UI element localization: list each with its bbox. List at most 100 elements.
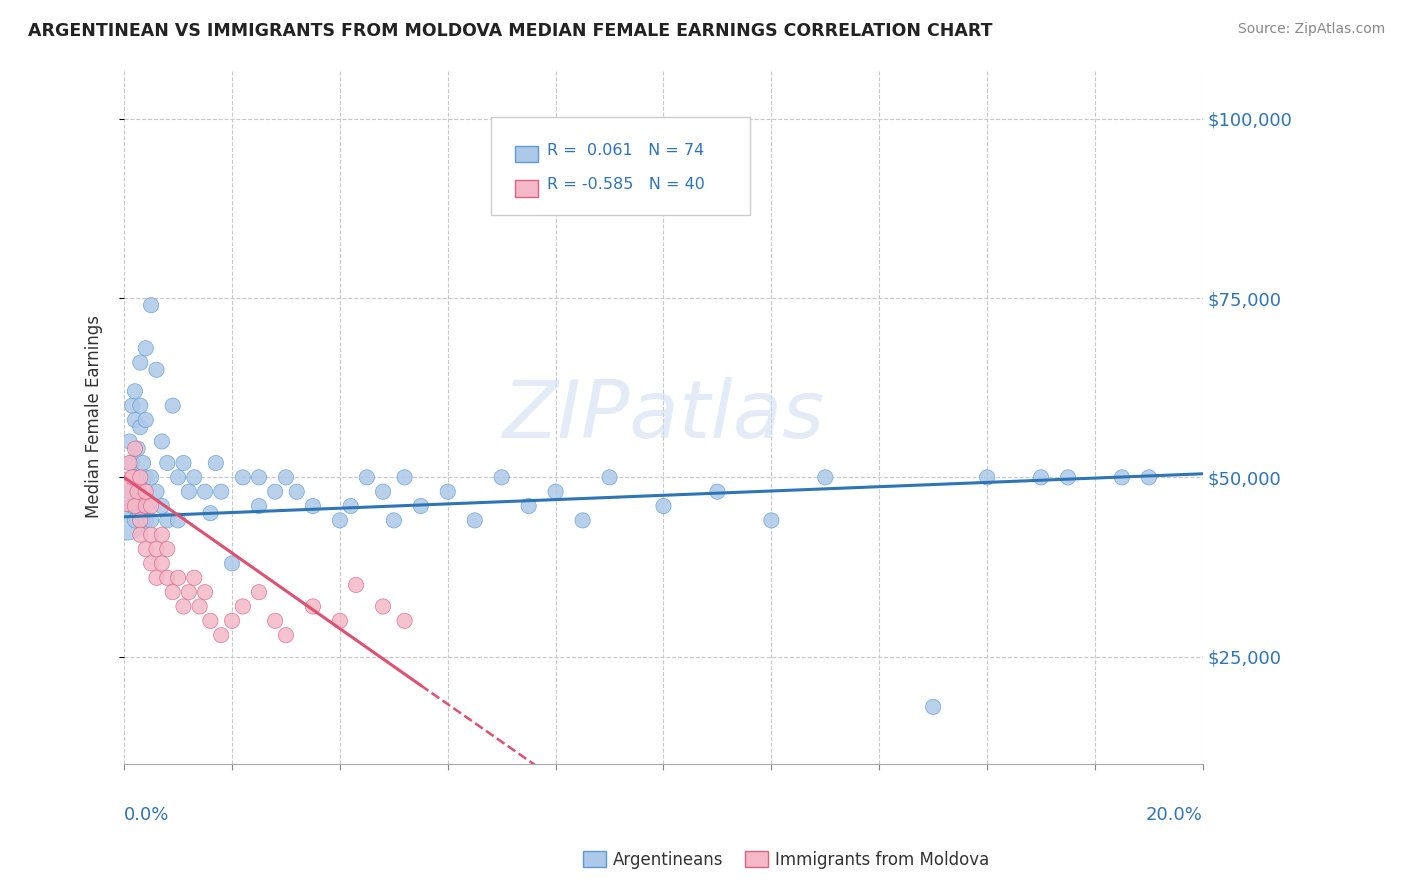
Point [118, 434, 141, 449]
Point [139, 470, 162, 484]
Text: R = -0.585   N = 40: R = -0.585 N = 40 [547, 178, 704, 193]
Point [172, 599, 194, 614]
Point [124, 413, 146, 427]
Point [150, 499, 173, 513]
Point [156, 513, 179, 527]
Point [124, 470, 146, 484]
Point [221, 614, 243, 628]
FancyBboxPatch shape [515, 180, 538, 197]
Point [922, 699, 945, 714]
Text: ZIPatlas: ZIPatlas [502, 377, 824, 456]
Point [121, 399, 143, 413]
Point [205, 456, 228, 470]
Point [139, 513, 162, 527]
Point [232, 599, 254, 614]
Point [115, 484, 138, 499]
Point [200, 506, 222, 520]
Point [329, 614, 352, 628]
Point [129, 399, 152, 413]
Point [339, 499, 361, 513]
Point [139, 527, 162, 541]
Point [274, 470, 297, 484]
Text: Immigrants from Moldova: Immigrants from Moldova [775, 851, 988, 869]
Point [194, 484, 217, 499]
Point [1029, 470, 1052, 484]
Point [124, 384, 146, 399]
Text: Source: ZipAtlas.com: Source: ZipAtlas.com [1237, 22, 1385, 37]
Point [976, 470, 998, 484]
Point [127, 442, 149, 456]
Point [302, 499, 325, 513]
Point [344, 578, 367, 592]
Point [371, 484, 394, 499]
Point [544, 484, 567, 499]
Point [599, 470, 621, 484]
Point [162, 399, 184, 413]
Point [124, 499, 146, 513]
Point [145, 484, 167, 499]
Point [121, 499, 143, 513]
Point [491, 470, 513, 484]
Point [1137, 470, 1160, 484]
Point [814, 470, 837, 484]
Point [135, 341, 157, 355]
Point [285, 484, 308, 499]
Point [356, 470, 378, 484]
Point [118, 456, 141, 470]
Point [409, 499, 432, 513]
Point [247, 585, 270, 599]
Point [167, 513, 190, 527]
Point [129, 527, 152, 541]
Point [183, 571, 205, 585]
Point [264, 614, 287, 628]
Point [150, 527, 173, 541]
Point [188, 599, 211, 614]
Point [156, 542, 179, 557]
Point [129, 470, 152, 484]
Point [156, 456, 179, 470]
Point [652, 499, 675, 513]
Y-axis label: Median Female Earnings: Median Female Earnings [86, 315, 103, 518]
Point [139, 499, 162, 513]
Point [135, 513, 157, 527]
Point [200, 614, 222, 628]
Point [129, 356, 152, 370]
Point [436, 484, 458, 499]
Point [139, 557, 162, 571]
Point [274, 628, 297, 642]
Point [156, 571, 179, 585]
Point [150, 557, 173, 571]
Point [382, 513, 405, 527]
Point [172, 456, 194, 470]
Point [124, 513, 146, 527]
Point [167, 470, 190, 484]
FancyBboxPatch shape [491, 117, 749, 215]
Point [132, 499, 155, 513]
Point [145, 571, 167, 585]
Point [162, 585, 184, 599]
Point [1111, 470, 1133, 484]
Point [132, 456, 155, 470]
Text: 0.0%: 0.0% [124, 806, 170, 824]
Point [135, 484, 157, 499]
Text: R =  0.061   N = 74: R = 0.061 N = 74 [547, 143, 704, 158]
Point [135, 470, 157, 484]
Point [1057, 470, 1080, 484]
Point [129, 513, 152, 527]
Text: Argentineans: Argentineans [613, 851, 724, 869]
Point [464, 513, 486, 527]
Text: ARGENTINEAN VS IMMIGRANTS FROM MOLDOVA MEDIAN FEMALE EARNINGS CORRELATION CHART: ARGENTINEAN VS IMMIGRANTS FROM MOLDOVA M… [28, 22, 993, 40]
Point [177, 484, 200, 499]
Point [209, 484, 232, 499]
Point [127, 484, 149, 499]
Point [121, 470, 143, 484]
Point [394, 470, 416, 484]
Point [194, 585, 217, 599]
Point [145, 542, 167, 557]
Point [127, 484, 149, 499]
Point [232, 470, 254, 484]
Point [264, 484, 287, 499]
Point [183, 470, 205, 484]
Point [145, 363, 167, 377]
Point [177, 585, 200, 599]
